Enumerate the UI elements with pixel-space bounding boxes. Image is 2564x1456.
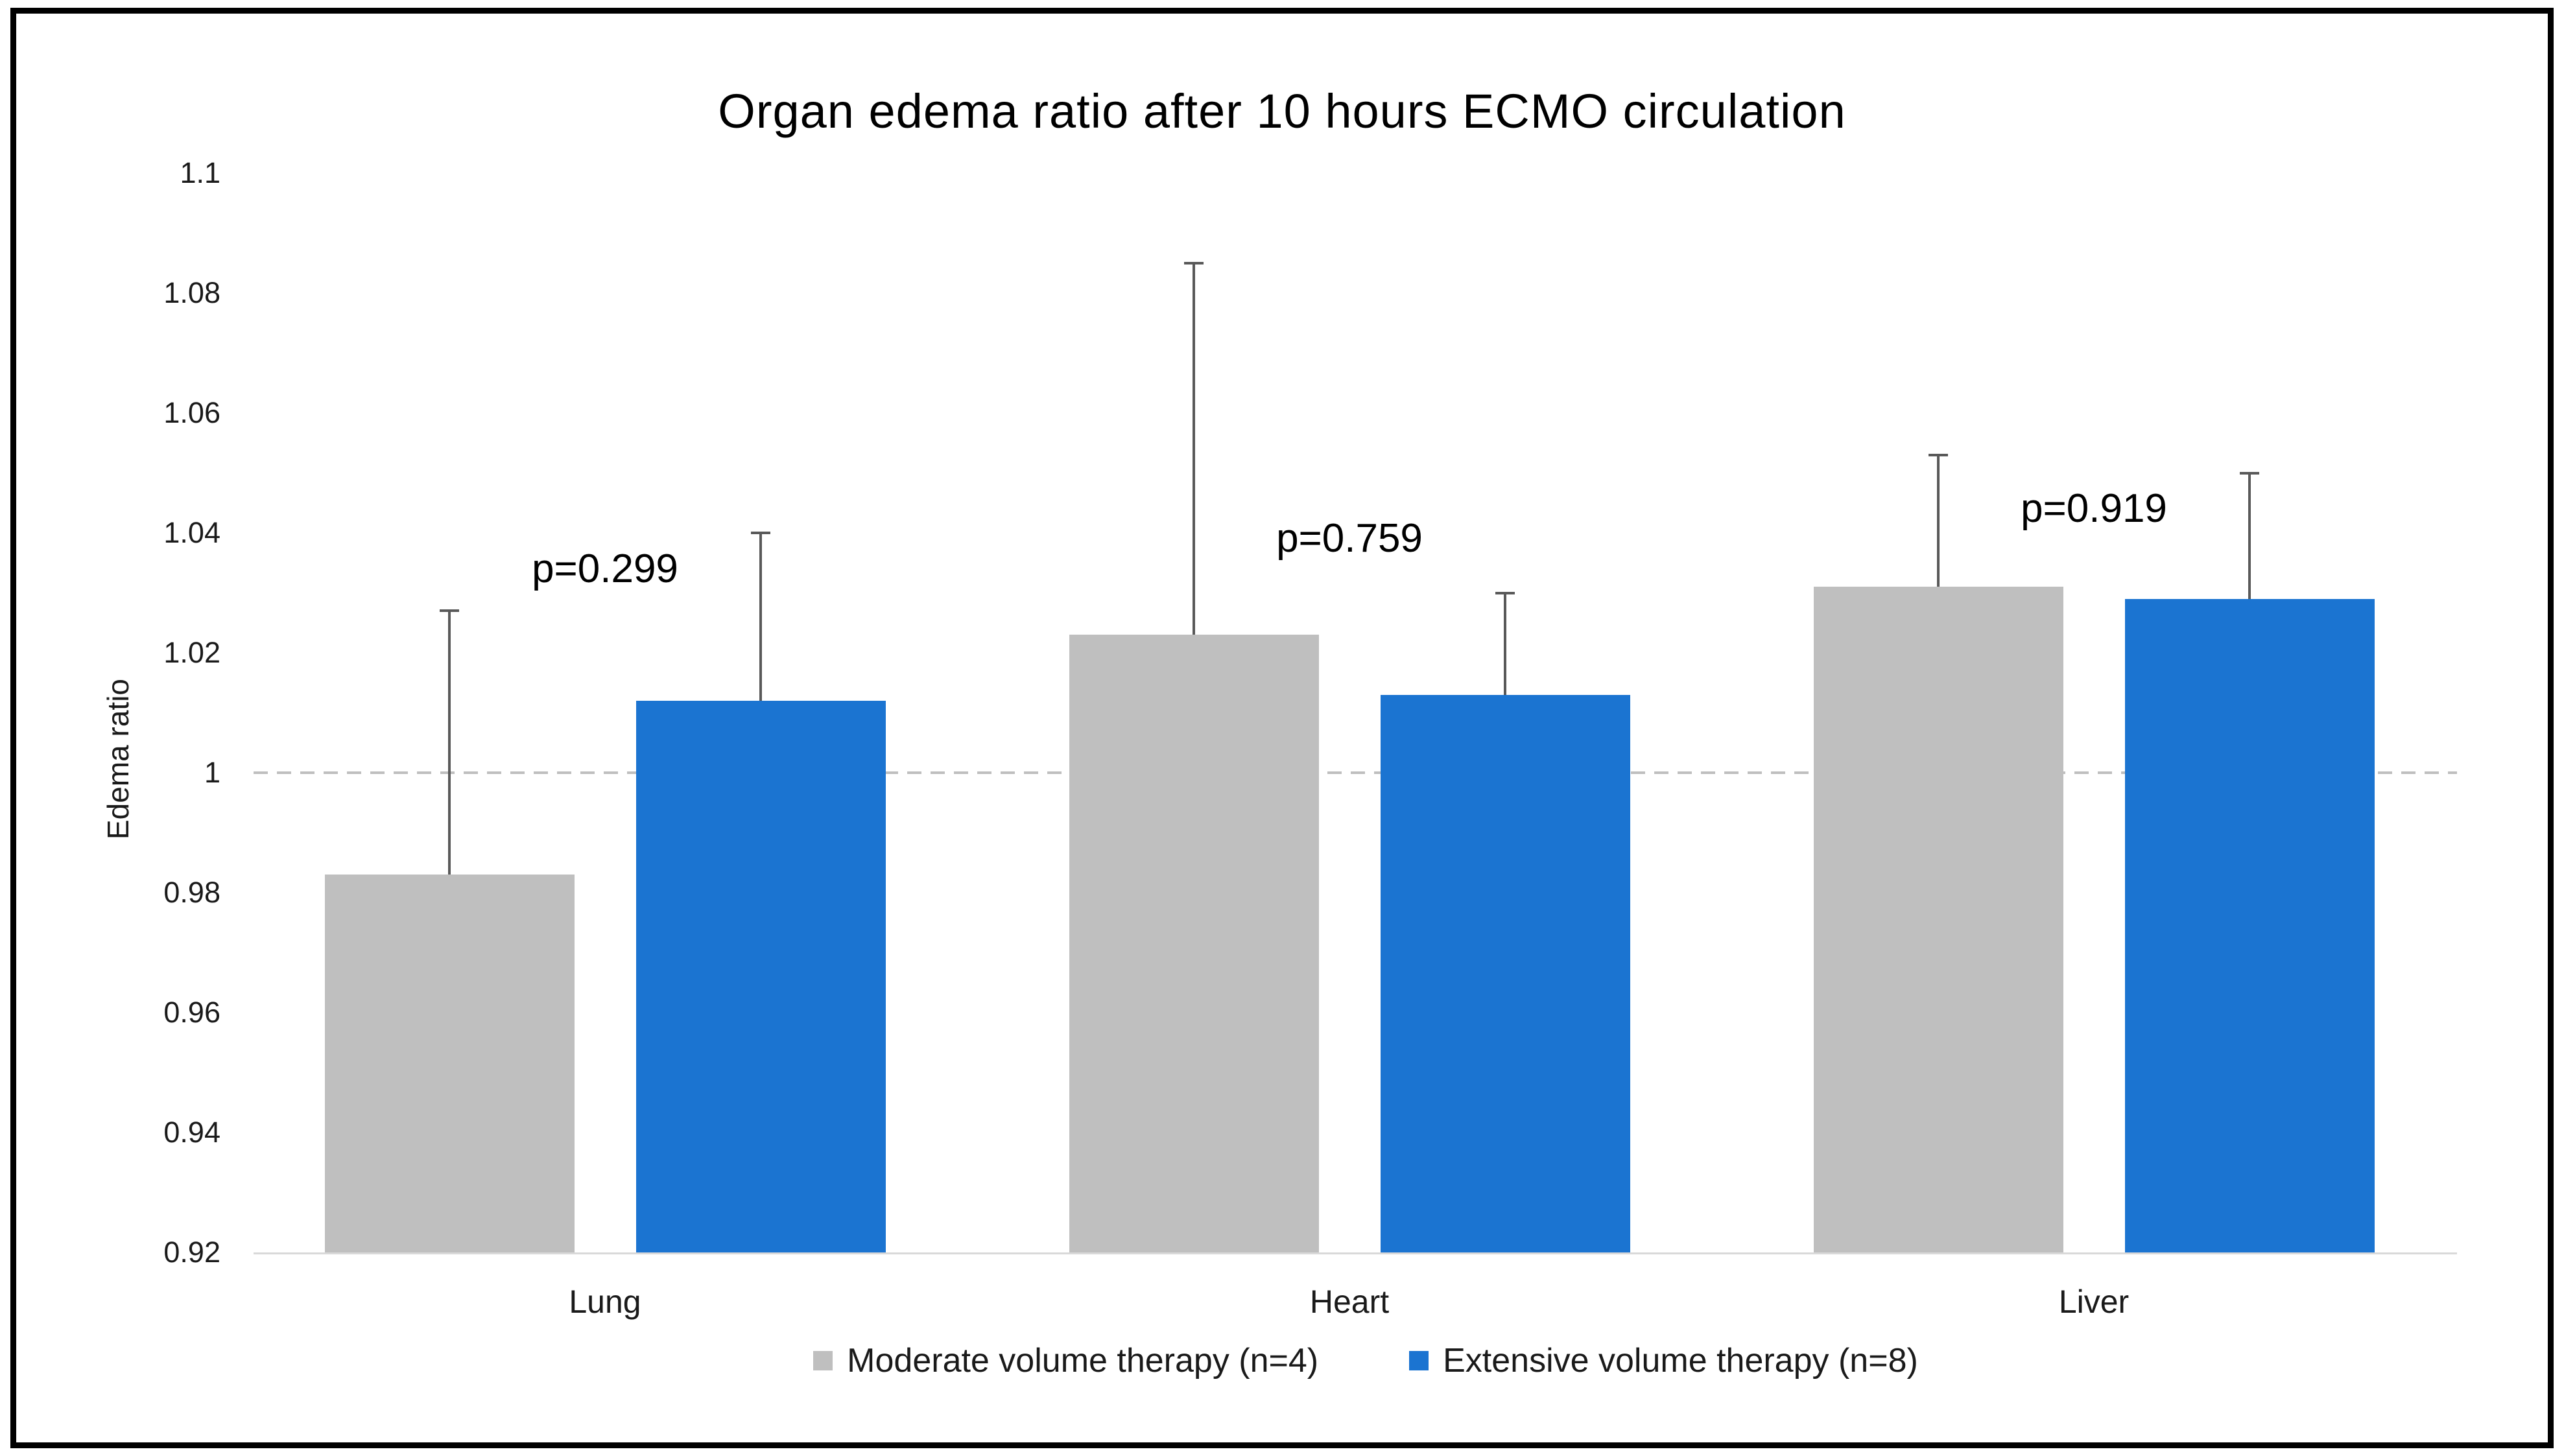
y-axis-tick-label: 1.02 bbox=[163, 636, 220, 669]
bar-heart-s1 bbox=[1380, 694, 1630, 1252]
error-bar-cap bbox=[1929, 453, 1948, 456]
error-bar-cap bbox=[440, 609, 459, 613]
legend-swatch-icon bbox=[813, 1351, 833, 1370]
y-axis-tick-label: 0.96 bbox=[163, 996, 220, 1029]
y-axis-tick-label: 1.06 bbox=[163, 396, 220, 429]
chart-border-frame: Organ edema ratio after 10 hours ECMO ci… bbox=[10, 8, 2554, 1448]
bar-heart-s0 bbox=[1069, 635, 1319, 1252]
x-axis-label-heart: Heart bbox=[1309, 1284, 1390, 1320]
bar-lung-s1 bbox=[635, 701, 886, 1252]
error-bar-lung-s1 bbox=[759, 533, 762, 701]
y-axis-tick-label: 1.08 bbox=[163, 276, 220, 309]
p-value-label: p=0.919 bbox=[2021, 486, 2167, 531]
error-bar-cap bbox=[1184, 261, 1204, 264]
y-axis-tick-label: 1.04 bbox=[163, 516, 220, 549]
bar-liver-s1 bbox=[2124, 598, 2375, 1252]
legend-label: Moderate volume therapy (n=4) bbox=[847, 1342, 1319, 1380]
legend: Moderate volume therapy (n=4) Extensive v… bbox=[264, 1341, 2467, 1380]
bar-liver-s0 bbox=[1813, 587, 2063, 1252]
error-bar-lung-s0 bbox=[448, 611, 451, 875]
x-axis-line bbox=[254, 1252, 2457, 1254]
x-axis-label-lung: Lung bbox=[569, 1284, 641, 1320]
error-bar-cap bbox=[751, 532, 770, 534]
legend-item: Extensive volume therapy (n=8) bbox=[1409, 1341, 1918, 1380]
bar-lung-s0 bbox=[324, 875, 575, 1252]
y-axis-tick-label: 1.1 bbox=[180, 156, 220, 189]
y-axis-tick-label: 1 bbox=[204, 756, 220, 789]
error-bar-heart-s1 bbox=[1504, 593, 1506, 695]
error-bar-liver-s0 bbox=[1937, 454, 1940, 587]
legend-label: Extensive volume therapy (n=8) bbox=[1443, 1342, 1918, 1380]
chart-title: Organ edema ratio after 10 hours ECMO ci… bbox=[718, 84, 1846, 138]
y-axis-tick-label: 0.92 bbox=[163, 1236, 220, 1269]
legend-item: Moderate volume therapy (n=4) bbox=[813, 1341, 1318, 1380]
p-value-label: p=0.299 bbox=[532, 546, 678, 591]
error-bar-cap bbox=[2240, 471, 2259, 475]
y-axis-tick-label: 0.98 bbox=[163, 876, 220, 909]
p-value-label: p=0.759 bbox=[1276, 516, 1423, 561]
legend-swatch-icon bbox=[1409, 1351, 1429, 1370]
x-axis-label-liver: Liver bbox=[2058, 1284, 2130, 1320]
reference-line bbox=[254, 771, 2457, 774]
error-bar-cap bbox=[1495, 591, 1515, 594]
error-bar-heart-s0 bbox=[1193, 263, 1195, 635]
y-axis-tick-label: 0.94 bbox=[163, 1116, 220, 1149]
error-bar-liver-s1 bbox=[2248, 473, 2251, 599]
